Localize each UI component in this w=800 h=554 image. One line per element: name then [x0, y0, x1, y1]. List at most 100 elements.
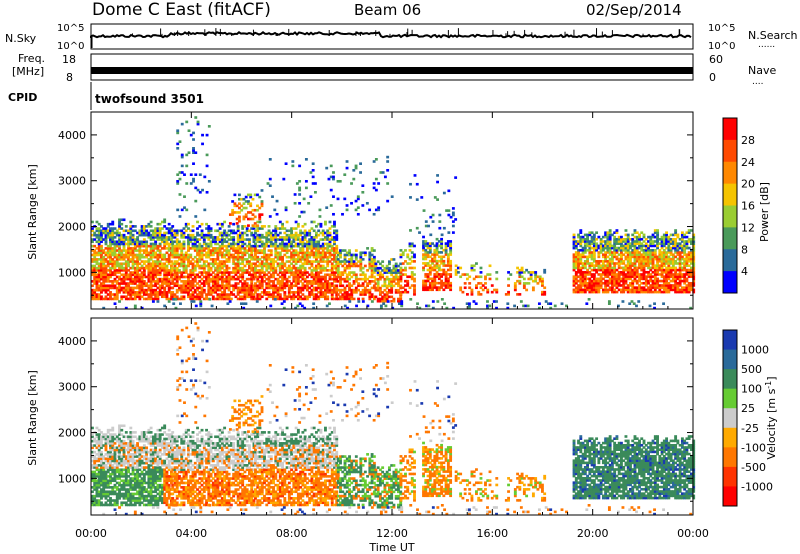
range-time-cell: [220, 280, 224, 283]
range-time-cell: [241, 242, 245, 246]
range-time-cell: [413, 293, 416, 296]
range-time-cell: [276, 288, 280, 292]
range-time-cell: [249, 204, 253, 208]
range-time-cell: [404, 279, 407, 283]
range-time-cell: [326, 229, 330, 233]
range-time-cell: [111, 236, 115, 239]
range-time-cell: [187, 293, 190, 296]
range-time-cell: [588, 262, 592, 265]
range-time-cell: [102, 284, 106, 288]
range-time-cell: [507, 271, 510, 274]
range-time-cell: [674, 268, 678, 272]
range-time-cell: [272, 258, 275, 261]
range-time-cell: [604, 251, 608, 254]
range-time-cell: [336, 269, 340, 272]
range-time-cell: [324, 286, 327, 290]
range-time-cell: [287, 295, 291, 299]
range-time-cell: [136, 238, 140, 241]
range-time-cell: [466, 293, 469, 296]
range-time-cell: [305, 286, 309, 290]
range-time-cell: [378, 297, 382, 301]
range-time-cell: [490, 284, 494, 287]
range-time-cell: [138, 233, 142, 237]
range-time-cell: [265, 297, 269, 301]
range-time-cell: [193, 260, 197, 263]
range-time-cell: [129, 247, 133, 250]
range-time-cell: [577, 266, 580, 270]
range-time-cell: [283, 286, 287, 290]
range-time-cell: [413, 266, 416, 270]
range-time-cell: [678, 262, 682, 265]
range-time-cell: [338, 179, 342, 183]
range-time-cell: [180, 260, 184, 263]
range-time-cell: [163, 286, 167, 290]
range-time-cell: [674, 266, 678, 270]
range-time-cell: [336, 273, 340, 277]
range-time-cell: [317, 249, 321, 252]
range-time-cell: [671, 242, 675, 245]
range-time-cell: [296, 242, 300, 246]
range-time-cell: [196, 282, 199, 285]
range-time-cell: [260, 204, 264, 208]
freq-label: Freq.: [18, 52, 45, 65]
range-time-cell: [442, 259, 446, 263]
range-time-cell: [252, 269, 256, 272]
range-time-cell: [680, 233, 684, 237]
range-time-cell: [667, 273, 671, 276]
range-time-cell: [390, 291, 394, 294]
range-time-cell: [97, 295, 101, 299]
range-time-cell: [387, 291, 391, 294]
range-time-cell: [310, 253, 314, 257]
range-time-cell: [640, 231, 644, 234]
range-time-cell: [115, 293, 119, 296]
range-time-cell: [220, 247, 224, 250]
range-time-cell: [326, 258, 330, 261]
range-time-cell: [178, 286, 181, 290]
range-time-cell: [574, 240, 578, 243]
range-time-cell: [122, 291, 126, 294]
range-time-cell: [572, 233, 576, 237]
range-time-cell: [368, 258, 372, 261]
range-time-cell: [243, 238, 247, 241]
range-time-cell: [174, 298, 178, 301]
range-time-cell: [440, 242, 444, 245]
range-time-cell: [317, 262, 321, 266]
range-time-cell: [111, 247, 115, 250]
range-time-cell: [250, 280, 254, 283]
range-time-cell: [272, 271, 275, 274]
range-time-cell: [202, 238, 206, 241]
range-time-cell: [140, 273, 144, 277]
range-time-cell: [385, 277, 389, 281]
range-time-cell: [93, 282, 97, 285]
range-time-cell: [635, 279, 639, 283]
range-time-cell: [236, 247, 240, 250]
range-time-cell: [227, 277, 231, 281]
range-time-cell: [597, 268, 601, 272]
range-time-cell: [291, 160, 295, 163]
range-time-cell: [182, 284, 186, 288]
range-time-cell: [214, 251, 218, 255]
range-time-cell: [175, 273, 179, 277]
range-time-cell: [440, 237, 444, 241]
range-time-cell: [151, 277, 155, 281]
range-time-cell: [527, 277, 531, 281]
range-time-cell: [608, 279, 612, 283]
range-time-cell: [290, 282, 294, 285]
range-time-cell: [581, 246, 585, 250]
range-time-cell: [220, 262, 224, 266]
range-time-cell: [665, 246, 669, 250]
range-time-cell: [220, 282, 224, 285]
range-time-cell: [237, 211, 241, 214]
range-time-cell: [357, 297, 360, 301]
range-time-cell: [606, 264, 610, 267]
range-time-cell: [613, 266, 617, 270]
range-time-cell: [234, 295, 238, 299]
range-time-cell: [440, 281, 444, 285]
range-time-cell: [232, 236, 236, 239]
range-time-cell: [303, 260, 307, 263]
range-time-cell: [433, 266, 437, 270]
range-time-cell: [536, 282, 540, 285]
range-time-cell: [314, 273, 318, 277]
range-time-cell: [100, 273, 103, 277]
range-time-cell: [200, 229, 204, 233]
